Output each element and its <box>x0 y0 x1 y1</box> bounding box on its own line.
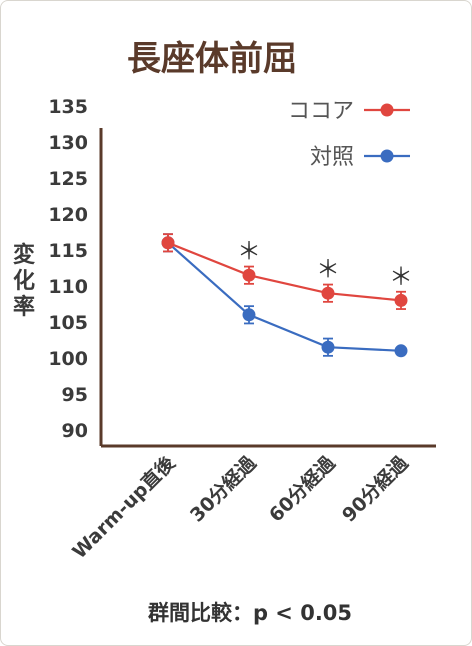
significance-markers: ＊ ＊ ＊ <box>237 237 413 290</box>
legend-marker <box>380 103 394 117</box>
legend-item: 対照 <box>310 145 410 170</box>
y-tick-label: 95 <box>62 384 88 406</box>
y-tick-label: 125 <box>48 168 88 190</box>
y-axis-label: 変化率 <box>13 242 35 320</box>
series-対照 <box>161 233 408 358</box>
significance-marker: ＊ <box>237 237 261 265</box>
legend-item: ココア <box>288 99 410 124</box>
x-tick-label: 90分経過 <box>337 451 413 527</box>
y-tick-label: 100 <box>48 348 88 370</box>
data-point <box>242 268 256 282</box>
data-point <box>161 236 175 250</box>
y-tick-label: 120 <box>48 204 88 226</box>
significance-marker: ＊ <box>316 255 340 283</box>
y-tick-label: 115 <box>48 240 88 262</box>
y-tick-label: 110 <box>48 276 88 298</box>
data-point <box>321 340 335 354</box>
x-tick-label: 30分経過 <box>185 451 261 527</box>
data-point <box>394 293 408 307</box>
legend-label: 対照 <box>310 145 354 170</box>
series-ココア <box>161 233 408 310</box>
series-line <box>167 241 402 302</box>
y-tick-label: 105 <box>48 312 88 334</box>
y-tick-label: 90 <box>62 420 88 442</box>
legend-marker <box>380 149 394 163</box>
y-tick-labels: 135 130 125 120 115 110 105 100 95 90 <box>48 96 88 442</box>
data-point <box>242 308 256 322</box>
significance-note: 群間比較：p < 0.05 <box>148 601 352 625</box>
chart-title: 長座体前屈 <box>127 39 297 79</box>
significance-marker: ＊ <box>389 262 413 290</box>
x-tick-label: 60分経過 <box>264 451 340 527</box>
y-tick-label: 130 <box>48 132 88 154</box>
legend-label: ココア <box>288 99 354 124</box>
x-tick-label: Warm-up直後 <box>68 451 181 564</box>
data-point <box>321 286 335 300</box>
series-group <box>161 233 408 358</box>
data-point <box>394 344 408 358</box>
series-line <box>167 241 402 352</box>
y-tick-label: 135 <box>48 96 88 118</box>
